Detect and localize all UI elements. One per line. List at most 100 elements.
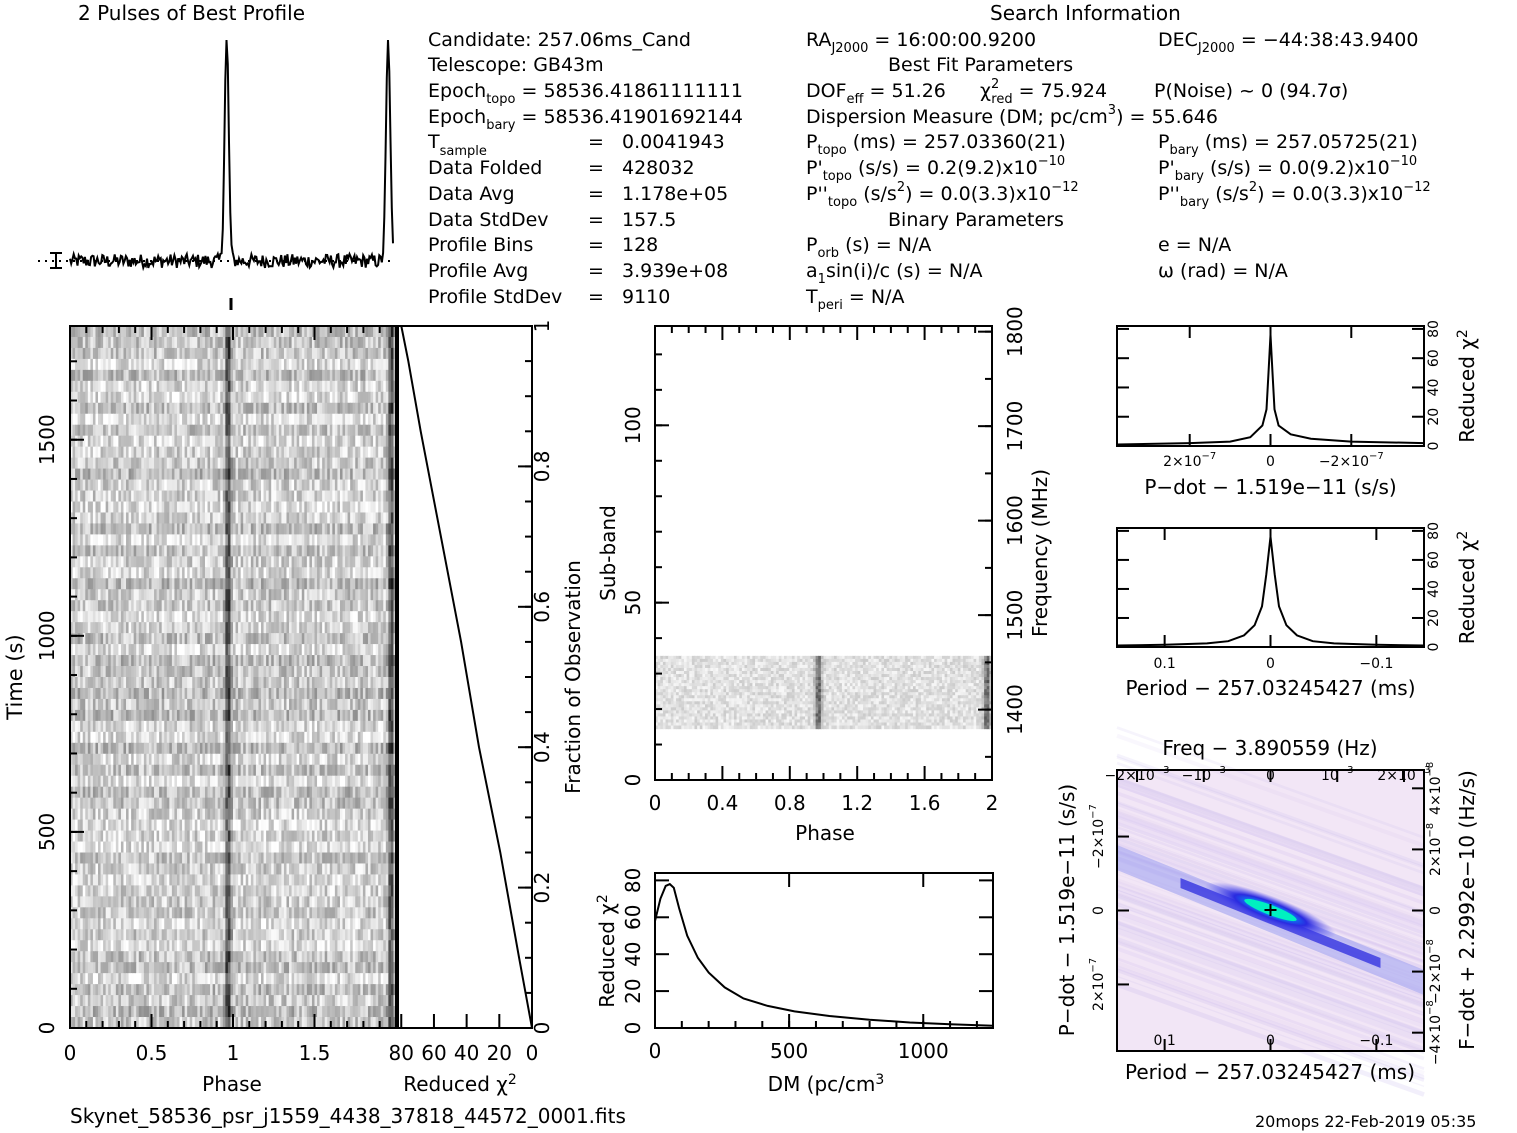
heatmap-cell — [255, 358, 260, 371]
heatmap-cell — [273, 512, 277, 525]
heatmap-cell — [311, 358, 316, 371]
heatmap-cell — [103, 545, 107, 557]
heatmap-cell — [90, 490, 94, 503]
heatmap-cell — [161, 336, 165, 349]
heatmap-cell — [207, 556, 211, 568]
heatmap-cell — [143, 402, 148, 415]
heatmap-cell — [294, 556, 298, 568]
heatmap-cell — [362, 413, 367, 426]
heatmap-cell — [248, 413, 252, 426]
heatmap-cell — [248, 402, 252, 415]
heatmap-cell — [136, 435, 140, 448]
heatmap-cell — [202, 413, 206, 426]
search-title: Search Information — [990, 1, 1181, 25]
heatmap-cell — [156, 512, 160, 525]
heatmap-cell — [306, 545, 311, 557]
heatmap-cell — [136, 534, 140, 546]
heatmap-cell — [120, 501, 125, 514]
heatmap-cell — [197, 567, 201, 579]
heatmap-cell — [281, 479, 285, 492]
heatmap-cell — [322, 512, 326, 525]
heatmap-cell — [187, 424, 191, 437]
heatmap-cell — [95, 468, 99, 481]
heatmap-cell — [357, 479, 361, 492]
heatmap-cell — [337, 358, 341, 371]
heatmap-cell — [380, 468, 384, 481]
heatmap-cell — [291, 490, 295, 503]
heatmap-cell — [314, 446, 318, 459]
heatmap-cell — [159, 435, 163, 448]
heatmap-cell — [118, 457, 122, 470]
heatmap-cell — [90, 512, 94, 525]
heatmap-cell — [103, 512, 107, 525]
heatmap-cell — [220, 523, 224, 536]
heatmap-cell — [115, 380, 119, 393]
heatmap-cell — [131, 457, 135, 470]
heatmap-cell — [357, 523, 361, 536]
heatmap-cell — [189, 534, 193, 546]
heatmap-cell — [120, 402, 125, 415]
heatmap-cell — [263, 358, 267, 371]
heatmap-cell — [141, 468, 145, 481]
heatmap-cell — [141, 523, 145, 536]
heatmap-cell — [342, 358, 346, 371]
heatmap-cell — [136, 479, 140, 492]
heatmap-cell — [113, 424, 117, 437]
heatmap-cell — [141, 435, 145, 448]
heatmap-cell — [286, 347, 290, 360]
heatmap-cell — [131, 446, 135, 459]
heatmap-cell — [367, 369, 372, 382]
heatmap-cell — [204, 446, 209, 459]
heatmap-cell — [299, 457, 303, 470]
heatmap-cell — [179, 369, 183, 382]
heatmap-cell — [233, 523, 237, 536]
heatmap-cell — [304, 545, 308, 557]
heatmap-cell — [324, 369, 328, 382]
heatmap-cell — [373, 457, 377, 470]
heatmap-cell — [266, 380, 270, 393]
heatmap-cell — [189, 567, 193, 579]
heatmap-cell — [217, 457, 221, 470]
heatmap-cell — [306, 534, 311, 546]
heatmap-cell — [182, 479, 186, 492]
heatmap-cell — [309, 457, 313, 470]
heatmap-cell — [103, 369, 107, 382]
heatmap-cell — [362, 369, 367, 382]
heatmap-cell — [327, 490, 331, 503]
heatmap-cell — [250, 402, 254, 415]
heatmap-cell — [100, 391, 104, 404]
heatmap-cell — [357, 413, 361, 426]
heatmap-cell — [136, 336, 140, 349]
heatmap-cell — [123, 556, 127, 568]
heatmap-cell — [324, 424, 328, 437]
heatmap-cell — [192, 358, 196, 371]
heatmap-cell — [92, 512, 97, 525]
heatmap-cell — [268, 523, 272, 536]
dec-line: DECJ2000 = −44:38:43.9400 — [1158, 29, 1418, 56]
heatmap-cell — [204, 413, 209, 426]
heatmap-cell — [240, 369, 244, 382]
heatmap-cell — [362, 501, 367, 514]
heatmap-cell — [103, 424, 107, 437]
heatmap-cell — [248, 446, 252, 459]
heatmap-cell — [159, 369, 163, 382]
heatmap-cell — [278, 380, 282, 393]
heatmap-cell — [304, 446, 308, 459]
heatmap-cell — [174, 424, 178, 437]
heatmap-cell — [245, 490, 249, 503]
heatmap-cell — [166, 358, 170, 371]
heatmap-cell — [161, 358, 165, 371]
heatmap-cell — [166, 534, 170, 546]
heatmap-cell — [164, 446, 168, 459]
heatmap-cell — [243, 380, 247, 393]
heatmap-cell — [311, 391, 316, 404]
heatmap-cell — [210, 501, 214, 514]
heatmap-cell — [103, 358, 107, 371]
heatmap-cell — [355, 490, 359, 503]
heatmap-cell — [220, 326, 224, 338]
heatmap-cell — [339, 446, 344, 459]
heatmap-cell — [345, 336, 349, 349]
heatmap-cell — [161, 523, 165, 536]
heatmap-cell — [253, 369, 257, 382]
heatmap-cell — [210, 424, 214, 437]
